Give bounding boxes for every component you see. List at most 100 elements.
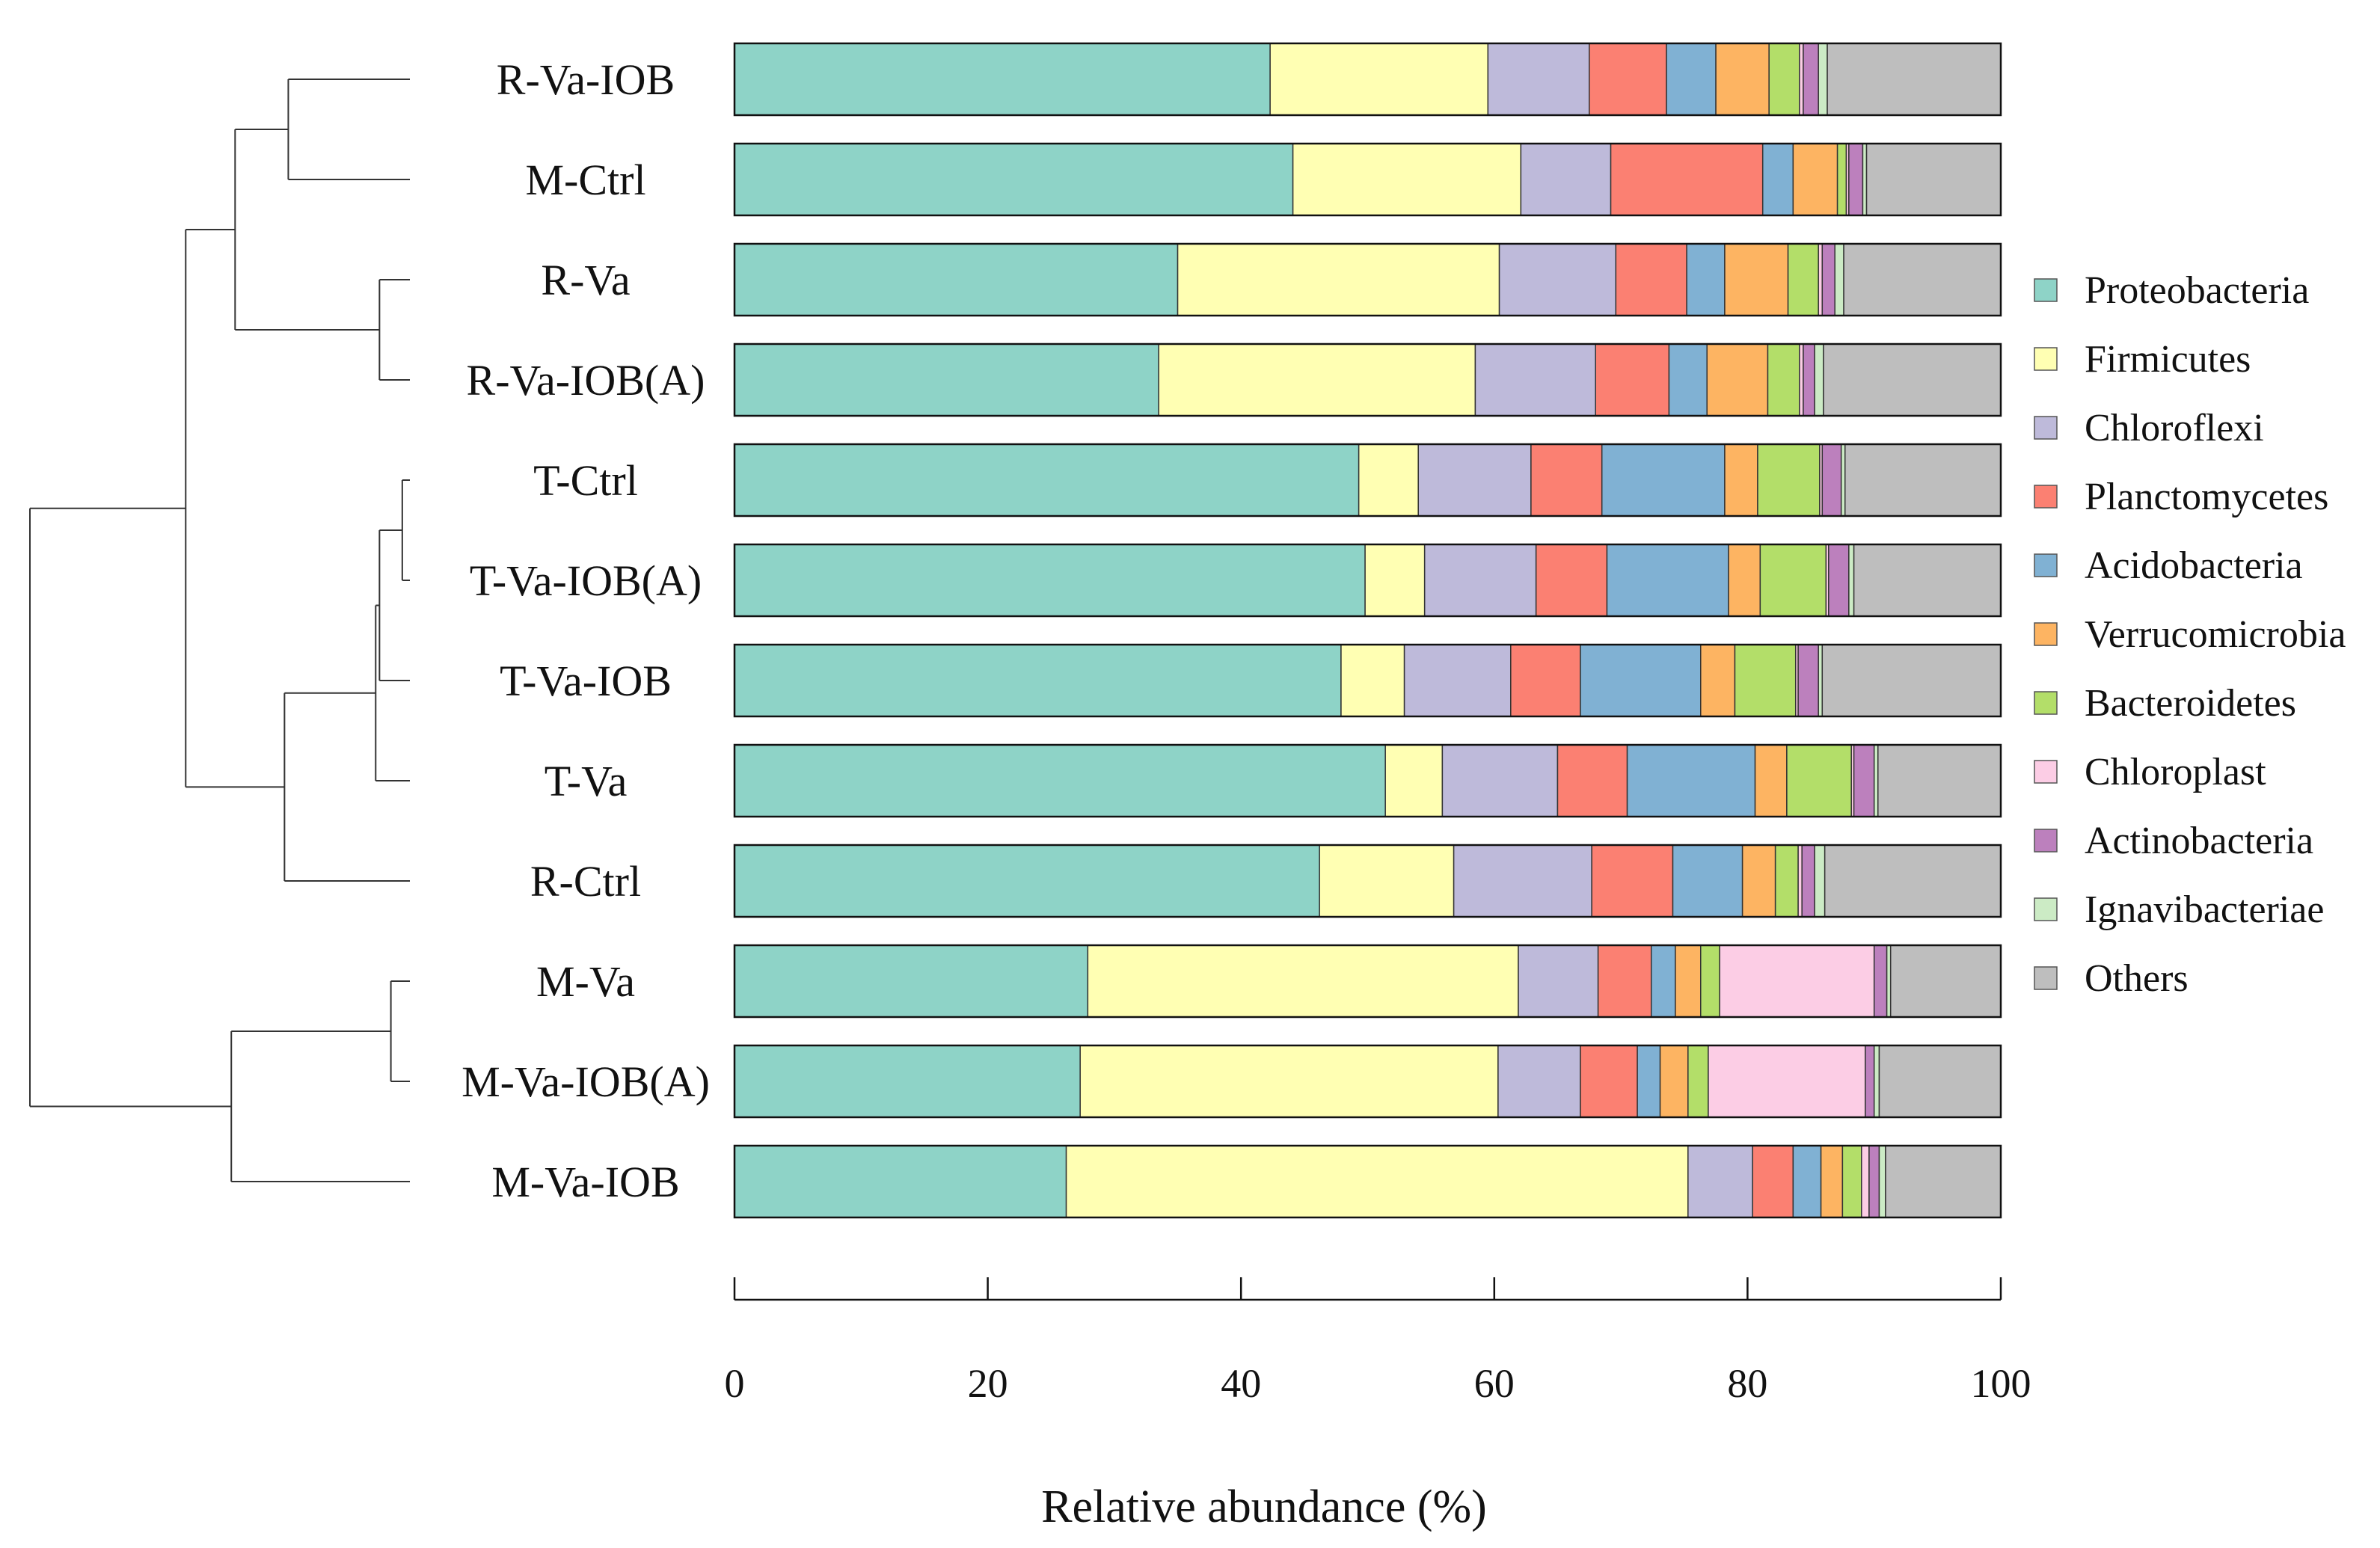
sample-label: T-Va-IOB(A) xyxy=(470,556,702,605)
legend-label: Chloroflexi xyxy=(2085,407,2264,449)
legend-label: Others xyxy=(2085,957,2189,1000)
bar-segment-chloroflexi xyxy=(1518,945,1599,1018)
bar-segment-verrucomicrobia xyxy=(1728,544,1761,617)
bar-segment-firmicutes xyxy=(1340,644,1405,717)
bar-segment-actinobacteria xyxy=(1828,544,1850,617)
sample-label: R-Va-IOB(A) xyxy=(467,356,705,405)
sample-label: M-Ctrl xyxy=(525,156,645,204)
bar-segment-verrucomicrobia xyxy=(1724,443,1758,517)
legend-item: Verrucomicrobia xyxy=(2034,613,2346,656)
bar-outline xyxy=(733,543,2002,618)
bar-segment-actinobacteria xyxy=(1868,1145,1880,1218)
bar-row xyxy=(733,743,2002,818)
bar-segment-bacteroidetes xyxy=(1786,744,1852,817)
bar-segment-firmicutes xyxy=(1319,844,1455,918)
bar-segment-chloroflexi xyxy=(1498,243,1617,316)
bar-segment-bacteroidetes xyxy=(1734,644,1797,717)
bar-segment-bacteroidetes xyxy=(1768,43,1800,116)
bar-segment-actinobacteria xyxy=(1821,443,1842,517)
bar-segment-verrucomicrobia xyxy=(1741,844,1776,918)
bar-segment-acidobacteria xyxy=(1668,343,1708,417)
bar-segment-planctomycetes xyxy=(1595,343,1670,417)
bar-segment-firmicutes xyxy=(1384,744,1444,817)
bar-segment-actinobacteria xyxy=(1873,945,1888,1018)
bar-segment-verrucomicrobia xyxy=(1706,343,1769,417)
legend-item: Actinobacteria xyxy=(2034,820,2313,862)
sample-label: M-Va-IOB xyxy=(491,1158,679,1206)
bar-segment-bacteroidetes xyxy=(1787,243,1819,316)
bar-row xyxy=(733,343,2002,417)
bar-outline xyxy=(733,242,2002,317)
dendrogram xyxy=(29,79,410,1182)
bar-segment-planctomycetes xyxy=(1580,1045,1638,1118)
x-tick-label: 20 xyxy=(968,1361,1008,1406)
bar-segment-firmicutes xyxy=(1158,343,1476,417)
sample-label: M-Va-IOB(A) xyxy=(461,1057,710,1106)
legend-swatch xyxy=(2034,485,2058,509)
bar-segment-acidobacteria xyxy=(1601,443,1726,517)
bar-segment-others xyxy=(1844,443,2002,517)
bar-segment-others xyxy=(1889,945,2002,1018)
bar-row xyxy=(733,1044,2002,1119)
x-axis-title: Relative abundance (%) xyxy=(1041,1481,1487,1532)
bar-segment-others xyxy=(1853,544,2002,617)
bar-segment-proteobacteria xyxy=(734,644,1342,717)
bar-outline xyxy=(733,944,2002,1019)
bar-segment-firmicutes xyxy=(1358,443,1419,517)
legend-label: Acidobacteria xyxy=(2085,544,2303,587)
bar-segment-planctomycetes xyxy=(1510,644,1581,717)
bar-segment-verrucomicrobia xyxy=(1659,1045,1689,1118)
legend-swatch xyxy=(2034,553,2058,577)
bar-segment-actinobacteria xyxy=(1848,143,1864,216)
bar-segment-bacteroidetes xyxy=(1841,1145,1862,1218)
bar-segment-acidobacteria xyxy=(1761,143,1794,216)
legend-swatch xyxy=(2034,347,2058,371)
sample-label: T-Va-IOB xyxy=(500,657,672,705)
bar-segment-others xyxy=(1878,1045,2002,1118)
bar-segment-proteobacteria xyxy=(734,844,1320,918)
x-tick-label: 60 xyxy=(1474,1361,1515,1406)
legend-label: Proteobacteria xyxy=(2085,269,2309,312)
legend-swatch xyxy=(2034,622,2058,646)
bars xyxy=(733,42,2002,1219)
bar-segment-verrucomicrobia xyxy=(1675,945,1702,1018)
x-tick-label: 100 xyxy=(1971,1361,2031,1406)
sample-label: R-Va-IOB xyxy=(497,55,675,104)
legend-label: Bacteroidetes xyxy=(2085,682,2296,725)
bar-segment-planctomycetes xyxy=(1615,243,1687,316)
bar-segment-chloroflexi xyxy=(1474,343,1596,417)
bar-segment-actinobacteria xyxy=(1853,744,1875,817)
bar-row xyxy=(733,242,2002,317)
bar-segment-proteobacteria xyxy=(734,43,1271,116)
bar-segment-ignavibacteriae xyxy=(1862,143,1868,216)
bar-outline xyxy=(733,343,2002,417)
bar-outline xyxy=(733,643,2002,718)
legend-item: Proteobacteria xyxy=(2034,269,2309,312)
bar-segment-firmicutes xyxy=(1364,544,1426,617)
bar-segment-actinobacteria xyxy=(1801,844,1815,918)
bar-segment-proteobacteria xyxy=(734,243,1179,316)
bar-segment-actinobacteria xyxy=(1797,644,1819,717)
bar-segment-ignavibacteriae xyxy=(1818,43,1828,116)
legend-swatch xyxy=(2034,966,2058,990)
bar-segment-chloroflexi xyxy=(1520,143,1612,216)
bar-segment-acidobacteria xyxy=(1666,43,1717,116)
bar-segment-chloroplast xyxy=(1818,243,1824,316)
sample-label: T-Ctrl xyxy=(533,456,638,505)
bar-segment-acidobacteria xyxy=(1580,644,1702,717)
bar-segment-chloroflexi xyxy=(1453,844,1592,918)
x-tick-label: 40 xyxy=(1221,1361,1261,1406)
legend-swatch xyxy=(2034,691,2058,715)
bar-outline xyxy=(733,142,2002,217)
bar-segment-bacteroidetes xyxy=(1757,443,1821,517)
bar-segment-ignavibacteriae xyxy=(1873,744,1879,817)
sample-label: M-Va xyxy=(536,957,635,1006)
legend-item: Planctomycetes xyxy=(2034,476,2328,518)
bar-segment-others xyxy=(1821,644,2002,717)
bar-segment-planctomycetes xyxy=(1752,1145,1794,1218)
bar-row xyxy=(733,443,2002,517)
bar-segment-planctomycetes xyxy=(1589,43,1667,116)
bar-segment-others xyxy=(1823,343,2002,417)
legend-item: Acidobacteria xyxy=(2034,544,2303,587)
legend-item: Chloroplast xyxy=(2034,751,2266,793)
